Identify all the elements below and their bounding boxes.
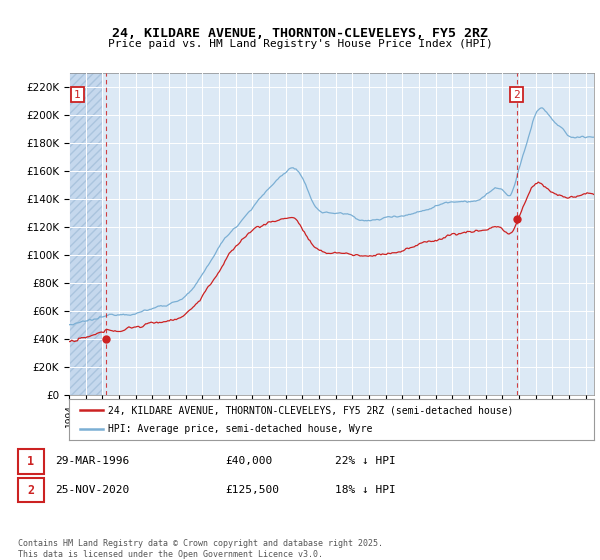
Text: 24, KILDARE AVENUE, THORNTON-CLEVELEYS, FY5 2RZ (semi-detached house): 24, KILDARE AVENUE, THORNTON-CLEVELEYS, … (109, 405, 514, 415)
Text: Contains HM Land Registry data © Crown copyright and database right 2025.
This d: Contains HM Land Registry data © Crown c… (18, 539, 383, 559)
Text: Price paid vs. HM Land Registry's House Price Index (HPI): Price paid vs. HM Land Registry's House … (107, 39, 493, 49)
Text: 24, KILDARE AVENUE, THORNTON-CLEVELEYS, FY5 2RZ: 24, KILDARE AVENUE, THORNTON-CLEVELEYS, … (112, 27, 488, 40)
Text: 29-MAR-1996: 29-MAR-1996 (55, 456, 130, 466)
Text: 1: 1 (74, 90, 81, 100)
Text: 22% ↓ HPI: 22% ↓ HPI (335, 456, 395, 466)
FancyBboxPatch shape (18, 449, 44, 474)
Text: 1: 1 (27, 455, 34, 468)
Text: 18% ↓ HPI: 18% ↓ HPI (335, 485, 395, 495)
Text: £125,500: £125,500 (225, 485, 279, 495)
Text: HPI: Average price, semi-detached house, Wyre: HPI: Average price, semi-detached house,… (109, 424, 373, 433)
Text: 2: 2 (513, 90, 520, 100)
Text: £40,000: £40,000 (225, 456, 272, 466)
FancyBboxPatch shape (18, 478, 44, 502)
Text: 2: 2 (27, 483, 34, 497)
Text: 25-NOV-2020: 25-NOV-2020 (55, 485, 130, 495)
